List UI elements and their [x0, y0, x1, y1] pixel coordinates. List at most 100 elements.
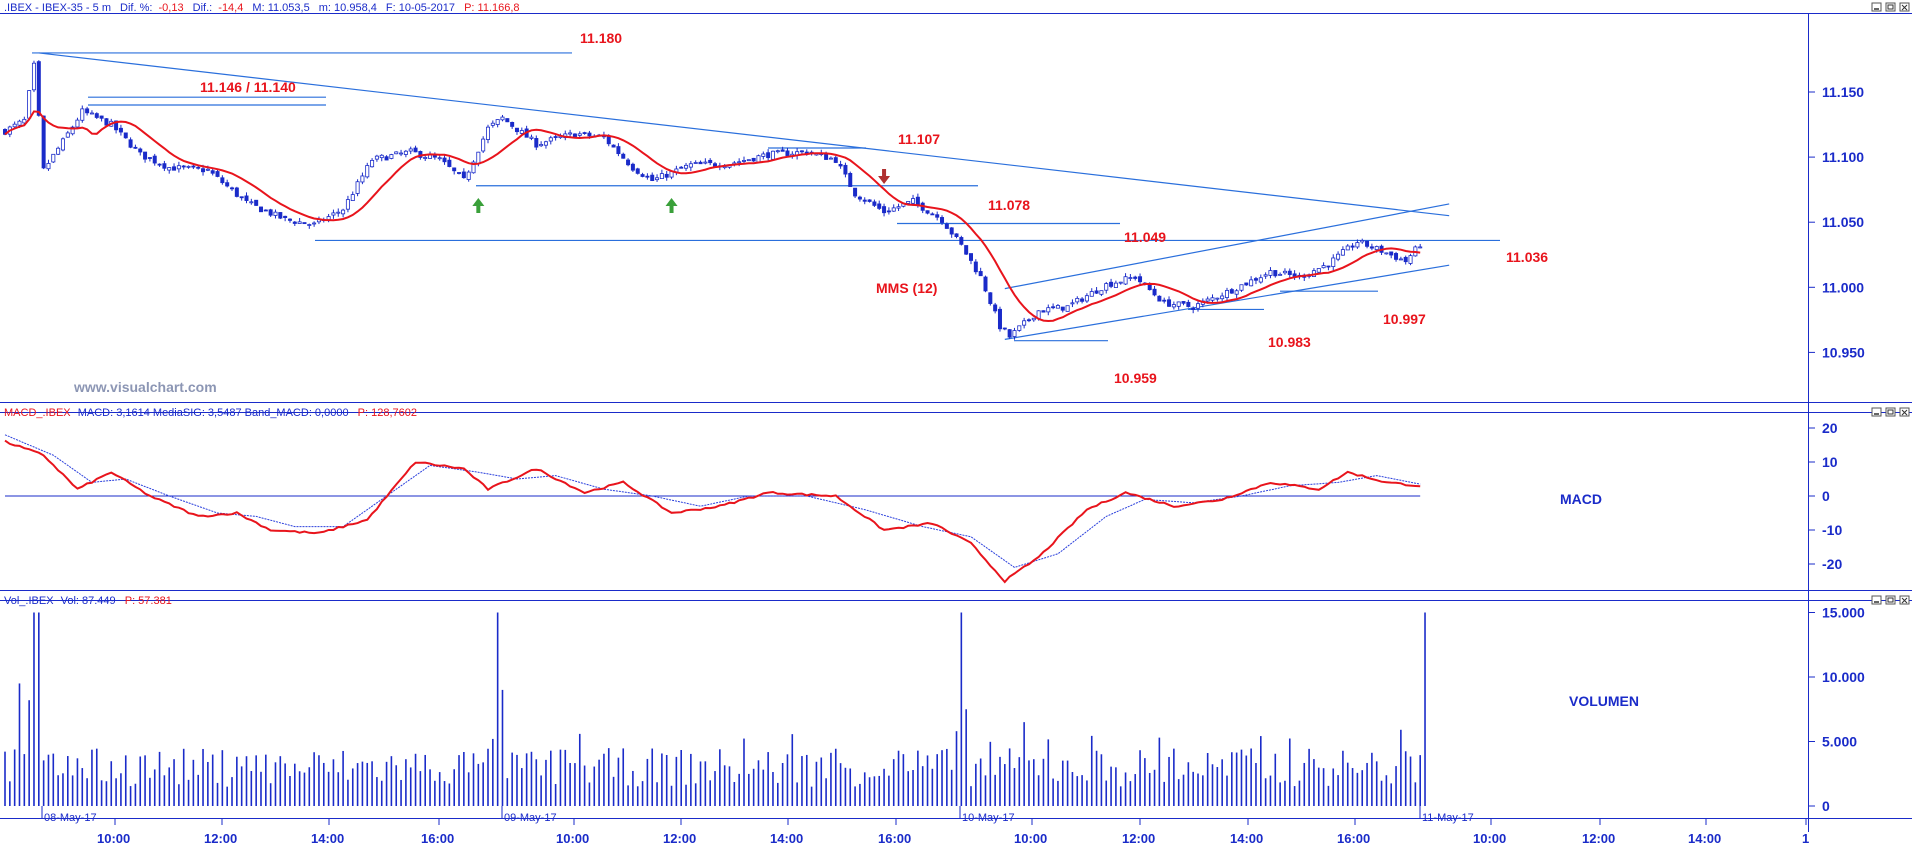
- candle-body: [99, 115, 104, 119]
- label-10983: 10.983: [1268, 334, 1311, 350]
- candle-body: [56, 147, 61, 155]
- candle-body: [172, 166, 177, 171]
- macd-pane-controls[interactable]: [1871, 407, 1910, 417]
- candle-body: [635, 168, 640, 174]
- maximize-icon[interactable]: [1885, 2, 1896, 12]
- candle-body: [234, 187, 239, 197]
- trendline-2: [1004, 264, 1450, 340]
- candle-body: [244, 195, 249, 201]
- candle-body: [640, 174, 645, 177]
- candle-body: [104, 118, 109, 126]
- candle-body: [969, 253, 974, 261]
- candle-body: [167, 167, 172, 171]
- candle-body: [693, 162, 698, 164]
- candle-body: [181, 165, 186, 168]
- day-label: 09-May-17: [504, 812, 557, 824]
- time-label: 10:00: [1473, 831, 1506, 846]
- candle-body: [118, 127, 123, 133]
- candle-body: [1031, 317, 1036, 321]
- arrow-up-icon: [665, 198, 678, 213]
- candle-body: [225, 182, 230, 187]
- candle-body: [230, 187, 235, 190]
- candle-body: [1152, 288, 1157, 296]
- candle-body: [606, 136, 611, 145]
- maximize-glyph: [1887, 4, 1894, 10]
- candle-body: [123, 132, 128, 139]
- maximize-glyph: [1887, 409, 1894, 415]
- maximize-icon[interactable]: [1885, 595, 1896, 605]
- candle-body: [1408, 255, 1413, 264]
- candle-body: [1084, 295, 1089, 302]
- candle-body: [1418, 246, 1423, 249]
- candle-body: [529, 136, 534, 139]
- time-label: 12:00: [204, 831, 237, 846]
- candle-body: [394, 151, 399, 155]
- candle-body: [1345, 245, 1350, 251]
- candle-body: [770, 150, 775, 160]
- candle-body: [751, 157, 756, 162]
- candle-body: [75, 119, 80, 128]
- candle-body: [543, 141, 548, 146]
- candle-body: [210, 170, 215, 174]
- candle-body: [432, 155, 437, 158]
- candle-body: [824, 153, 829, 160]
- price-tick-label: 11.000: [1822, 279, 1864, 295]
- candle-body: [186, 165, 191, 168]
- candle-body: [587, 132, 592, 137]
- macd-lines: [4, 434, 1421, 584]
- time-label: 16:00: [421, 831, 454, 846]
- candle-body: [630, 163, 635, 171]
- candle-body: [915, 196, 920, 205]
- candle-body: [853, 187, 858, 197]
- candle-body: [1176, 301, 1181, 307]
- candle-body: [379, 154, 384, 159]
- maximize-icon[interactable]: [1885, 407, 1896, 417]
- candle-body: [964, 245, 969, 255]
- candle-body: [1389, 251, 1394, 256]
- label-11078: 11.078: [988, 197, 1030, 213]
- candle-body: [1215, 297, 1220, 300]
- candle-body: [1065, 305, 1070, 312]
- minimize-icon[interactable]: [1871, 595, 1882, 605]
- candle-body: [1365, 240, 1370, 247]
- label-11049: 11.049: [1124, 229, 1166, 245]
- candle-body: [1205, 298, 1210, 302]
- volume-tick-label: 5.000: [1822, 734, 1857, 750]
- candle-body: [500, 116, 505, 121]
- day-label: 10-May-17: [962, 812, 1015, 824]
- candle-body: [485, 126, 490, 140]
- candle-body: [162, 163, 167, 169]
- candle-body: [1336, 253, 1341, 260]
- candle-body: [1089, 291, 1094, 297]
- time-label: 12:00: [1122, 831, 1155, 846]
- candle-body: [737, 161, 742, 164]
- volume-bars: [4, 612, 1426, 806]
- candle-body: [828, 157, 833, 160]
- candle-body: [403, 150, 408, 155]
- candle-body: [577, 133, 582, 136]
- volume-pane-controls[interactable]: [1871, 595, 1910, 605]
- candle-body: [1167, 299, 1172, 307]
- minimize-icon[interactable]: [1871, 2, 1882, 12]
- candle-body: [423, 157, 428, 159]
- candle-body: [582, 132, 587, 134]
- candle-body: [12, 123, 17, 128]
- day-label: 08-May-17: [44, 812, 97, 824]
- candle-body: [659, 173, 664, 179]
- candle-body: [128, 139, 133, 148]
- candle-body: [466, 171, 471, 180]
- price-tick-label: 11.050: [1822, 214, 1864, 230]
- candle-body: [278, 212, 283, 219]
- candle-body: [1326, 265, 1331, 268]
- candle-body: [886, 210, 891, 213]
- candle-body: [413, 147, 418, 153]
- candle-body: [843, 164, 848, 175]
- macd-tick-label: -20: [1822, 556, 1842, 572]
- price-pane-controls[interactable]: [1871, 2, 1910, 12]
- candle-body: [882, 206, 887, 214]
- price-tick-label: 11.150: [1822, 84, 1864, 100]
- minimize-icon[interactable]: [1871, 407, 1882, 417]
- candle-body: [891, 207, 896, 212]
- arrow-down-icon: [878, 169, 891, 184]
